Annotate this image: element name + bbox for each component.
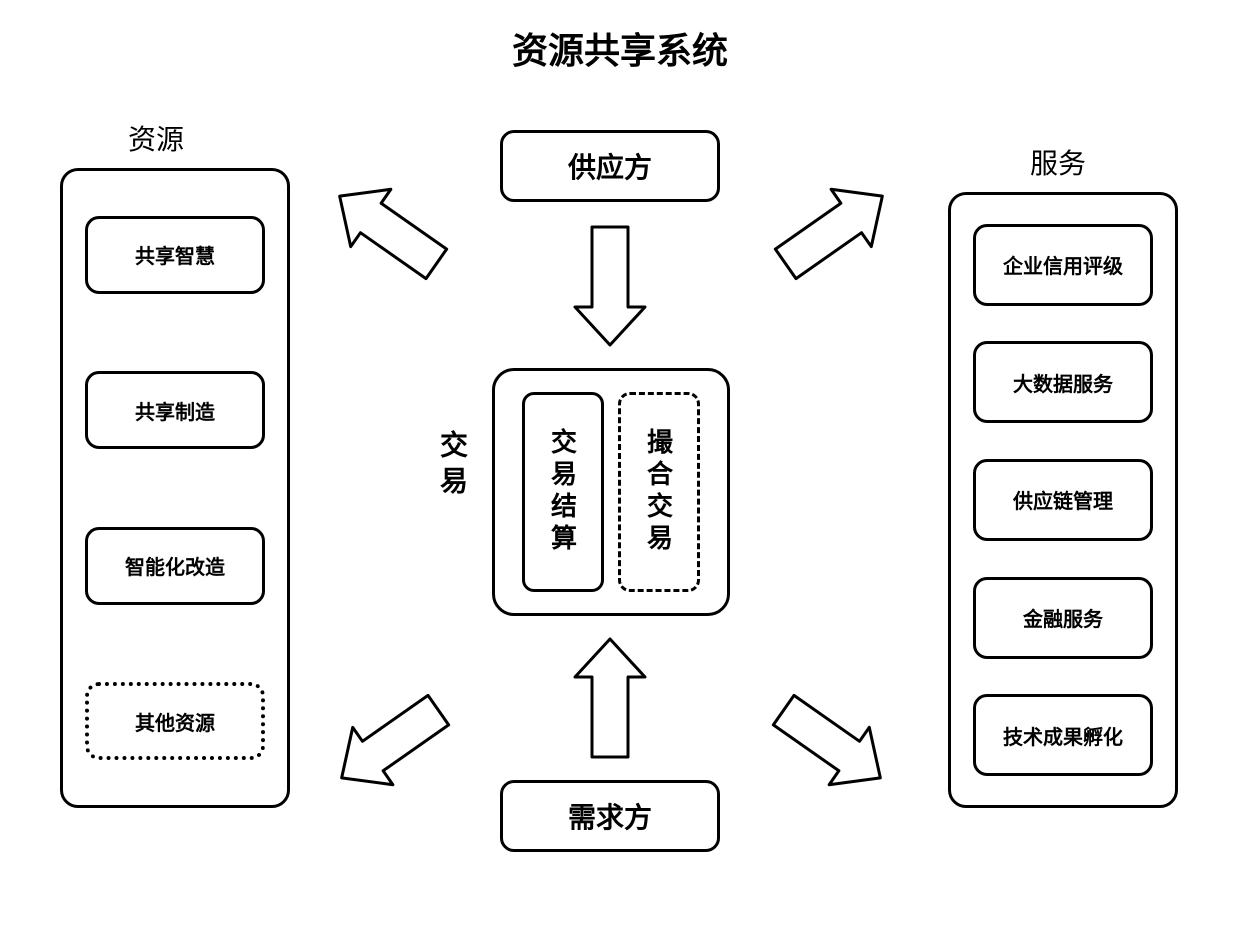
resources-panel: 共享智慧共享制造智能化改造其他资源 xyxy=(60,168,290,808)
service-item-3: 金融服务 xyxy=(973,577,1153,659)
demander-box: 需求方 xyxy=(500,780,720,852)
trade-col-1: 撮合交易 xyxy=(618,392,700,592)
services-panel: 企业信用评级大数据服务供应链管理金融服务技术成果孵化 xyxy=(948,192,1178,808)
arrow-supplier_down xyxy=(551,251,739,331)
trade-col-0: 交易结算 xyxy=(522,392,604,592)
trade-panel: 交易结算撮合交易 xyxy=(492,368,730,616)
arrow-demander_left xyxy=(331,709,519,789)
service-item-1: 大数据服务 xyxy=(973,341,1153,423)
resource-item-3: 其他资源 xyxy=(85,682,265,760)
resources-label: 资源 xyxy=(128,118,184,158)
services-label: 服务 xyxy=(1030,142,1086,182)
resource-item-1: 共享制造 xyxy=(85,371,265,449)
page-title: 资源共享系统 xyxy=(512,22,728,74)
arrow-supplier_left xyxy=(329,195,517,275)
resource-item-0: 共享智慧 xyxy=(85,216,265,294)
resource-item-2: 智能化改造 xyxy=(85,527,265,605)
arrow-demander_right xyxy=(773,709,961,789)
arrow-demander_up xyxy=(551,663,739,743)
trade-label: 交易 xyxy=(432,430,472,502)
service-item-0: 企业信用评级 xyxy=(973,224,1153,306)
supplier-box: 供应方 xyxy=(500,130,720,202)
service-item-4: 技术成果孵化 xyxy=(973,694,1153,776)
service-item-2: 供应链管理 xyxy=(973,459,1153,541)
arrow-supplier_right xyxy=(775,195,963,275)
